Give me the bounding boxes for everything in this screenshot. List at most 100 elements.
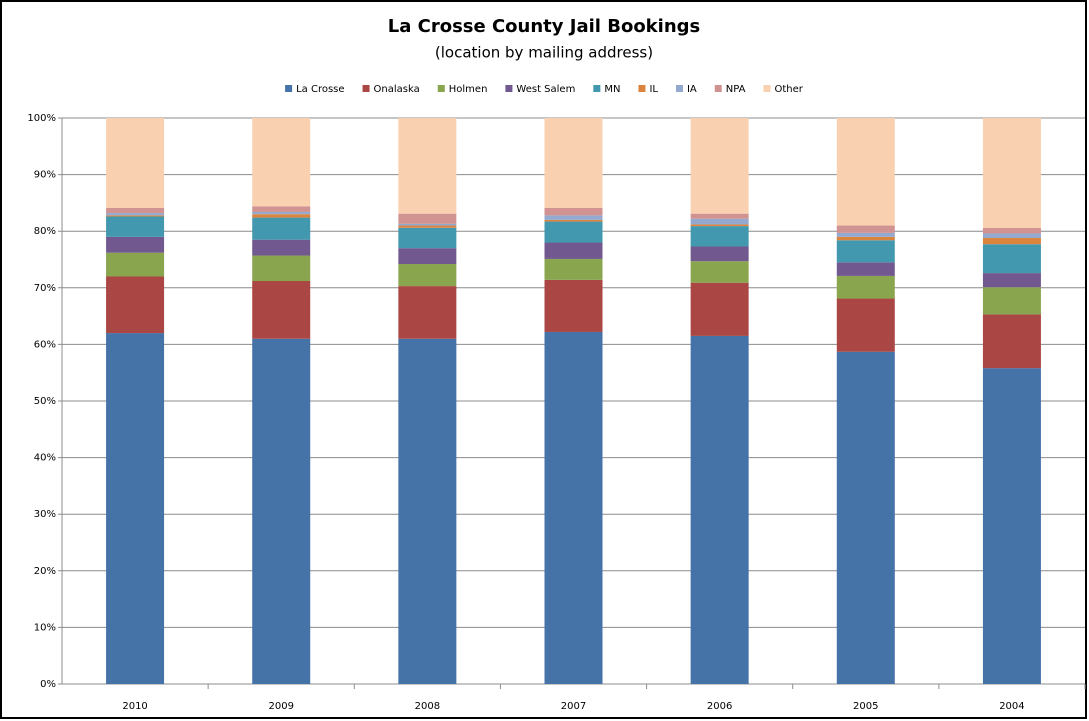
legend-swatch	[505, 85, 513, 92]
bar-segment	[106, 207, 165, 214]
bar-segment	[836, 236, 895, 241]
bar-segment	[690, 218, 749, 225]
bar-segment	[982, 244, 1041, 274]
x-tick-label: 2004	[999, 701, 1024, 712]
x-tick-label: 2006	[707, 701, 732, 712]
bar-segment	[982, 368, 1041, 684]
bar-segment	[836, 118, 895, 226]
bar-segment	[982, 227, 1041, 234]
bar-segment	[836, 275, 895, 299]
x-tick-label: 2007	[561, 701, 586, 712]
y-tick-label: 10%	[34, 622, 56, 633]
legend: La Crosse Onalaska Holmen West Salem MN IL IA N…	[285, 84, 804, 95]
bar-segment	[982, 273, 1041, 288]
chart-title: La Crosse County Jail Bookings	[388, 16, 701, 37]
bar-segment	[252, 239, 311, 256]
bar-segment	[106, 118, 165, 208]
bar-segment	[982, 287, 1041, 315]
y-tick-label: 0%	[40, 679, 56, 690]
bar-segment	[252, 255, 311, 282]
bar-segment	[252, 211, 311, 215]
bar-segment	[544, 215, 603, 220]
legend-swatch	[437, 85, 445, 92]
bar-segment	[106, 333, 165, 684]
bar-segment	[252, 281, 311, 339]
bar-segment	[690, 282, 749, 336]
legend-swatch	[362, 85, 370, 92]
legend-swatch	[675, 85, 683, 92]
bar-segment	[982, 237, 1041, 245]
bar-segment	[106, 252, 165, 277]
legend-label: Onalaska	[374, 84, 420, 95]
bar-segment	[690, 335, 749, 684]
bar-segment	[106, 216, 165, 237]
bar-segment	[106, 215, 165, 217]
legend-swatch	[593, 85, 601, 92]
bar-segment	[690, 261, 749, 283]
y-tick-label: 100%	[27, 113, 56, 124]
bar-segment	[836, 225, 895, 233]
y-tick-label: 20%	[34, 566, 56, 577]
legend-label: NPA	[726, 84, 746, 95]
y-tick-label: 80%	[34, 226, 56, 237]
y-tick-label: 40%	[34, 453, 56, 464]
legend-label: IA	[687, 84, 697, 95]
bar-segment	[398, 213, 457, 224]
bar-segment	[252, 206, 311, 212]
bar-segment	[836, 351, 895, 684]
bar-segment	[544, 219, 603, 222]
y-tick-label: 60%	[34, 339, 56, 350]
x-tick-label: 2010	[122, 701, 147, 712]
bar-segment	[252, 338, 311, 684]
bar-segment	[836, 298, 895, 352]
bar-segment	[544, 221, 603, 243]
bar-segment	[106, 276, 165, 334]
bar-segment	[398, 286, 457, 339]
bar-segment	[836, 240, 895, 263]
x-tick-label: 2005	[853, 701, 878, 712]
bar-segment	[398, 225, 457, 228]
bar-segment	[544, 207, 603, 216]
chart-subtitle: (location by mailing address)	[435, 44, 653, 62]
bar-segment	[690, 224, 749, 227]
bar-segment	[690, 246, 749, 262]
bar-segment	[544, 279, 603, 332]
bar-segment	[544, 331, 603, 684]
bar-segment	[252, 217, 311, 240]
x-tick-label: 2009	[268, 701, 293, 712]
legend-swatch	[285, 85, 293, 92]
bar-segment	[544, 118, 603, 208]
bar-segment	[398, 118, 457, 214]
bar-segment	[106, 236, 165, 253]
bar-segment	[836, 232, 895, 237]
legend-swatch	[638, 85, 646, 92]
bar-segment	[398, 227, 457, 249]
y-tick-label: 90%	[34, 170, 56, 181]
bar-segment	[982, 233, 1041, 238]
bar-segment	[690, 226, 749, 247]
bar-segment	[982, 118, 1041, 228]
bar-segment	[398, 248, 457, 265]
y-tick-label: 30%	[34, 509, 56, 520]
legend-label: La Crosse	[296, 84, 344, 95]
bar-segment	[690, 118, 749, 214]
bar-segment	[398, 338, 457, 684]
legend-label: Holmen	[449, 84, 488, 95]
legend-label: MN	[604, 84, 620, 95]
bar-segment	[398, 223, 457, 226]
legend-label: Other	[774, 84, 803, 95]
x-tick-label: 2008	[415, 701, 440, 712]
bar-segment	[690, 213, 749, 219]
bar-segment	[252, 118, 311, 207]
y-tick-label: 70%	[34, 283, 56, 294]
y-tick-label: 50%	[34, 396, 56, 407]
legend-label: West Salem	[516, 84, 575, 95]
legend-swatch	[763, 85, 771, 92]
bar-segment	[982, 314, 1041, 369]
bar-segment	[544, 258, 603, 280]
bar-segment	[836, 262, 895, 276]
bar-segment	[106, 213, 165, 216]
bar-segment	[398, 264, 457, 287]
